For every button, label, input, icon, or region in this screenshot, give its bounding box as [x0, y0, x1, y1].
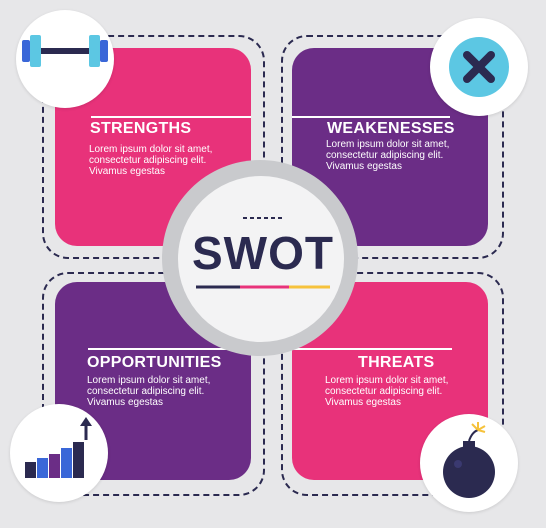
strengths-title: STRENGTHS: [90, 120, 192, 137]
swot-title: SWOT: [192, 227, 334, 279]
opportunities-title: OPPORTUNITIES: [87, 354, 222, 371]
center-disc: [178, 176, 344, 342]
weaknesses-dashed-outline: [281, 35, 504, 259]
growth-bar-chart-icon: [25, 417, 92, 478]
dumbbell-icon: [22, 35, 108, 67]
threats-text: Lorem ipsum dolor sit amet, consectetur …: [325, 375, 449, 408]
threats-rule: [292, 348, 452, 350]
bomb-icon: [443, 422, 495, 498]
strengths-text: Lorem ipsum dolor sit amet, consectetur …: [89, 144, 213, 177]
threats-icon-circle: [420, 414, 518, 512]
weaknesses-title: WEAKENESSES: [327, 120, 455, 137]
threats-title: THREATS: [358, 354, 435, 371]
weaknesses-text: Lorem ipsum dolor sit amet, consectetur …: [326, 139, 450, 172]
close-x-icon: [449, 37, 509, 97]
strengths-rule: [91, 116, 251, 118]
weaknesses-rule: [292, 116, 450, 118]
opportunities-rule: [88, 348, 251, 350]
opportunities-text: Lorem ipsum dolor sit amet, consectetur …: [87, 375, 211, 408]
strengths-dashed-outline: [42, 35, 265, 259]
opportunities-dashed-outline: [42, 272, 265, 496]
weaknesses-icon-circle: [430, 18, 528, 116]
opportunities-icon-circle: [10, 404, 108, 502]
threats-dashed-outline: [281, 272, 504, 496]
strengths-icon-circle: [16, 10, 114, 108]
